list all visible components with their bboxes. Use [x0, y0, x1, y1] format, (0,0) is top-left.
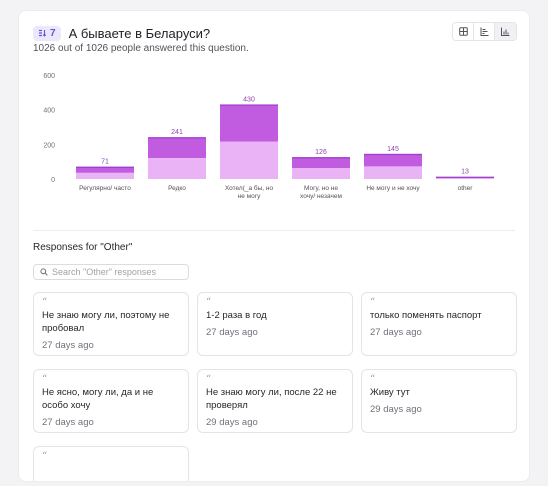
x-category-label: Хотел(_а бы, но не могу: [225, 184, 274, 200]
bar-value-label: 71: [101, 159, 109, 166]
bar-lower: [436, 177, 494, 179]
bar-top-edge: [220, 104, 278, 106]
view-toggle: [452, 22, 517, 41]
response-card: “ Не знаю могу ли, поэтому не пробовал 27 …: [33, 292, 189, 356]
bar-value-label: 13: [461, 169, 469, 176]
y-tick-label: 600: [43, 73, 55, 80]
response-card: “: [33, 446, 189, 481]
response-text: Не ясно, могу ли, да и не особо хочу: [42, 387, 154, 411]
response-date: 27 days ago: [370, 327, 422, 338]
response-date: 27 days ago: [206, 327, 258, 338]
quote-icon: “: [42, 374, 48, 385]
response-card: “ только поменять паспорт 27 days ago: [361, 292, 517, 356]
response-text: 1-2 раза в год: [206, 310, 267, 321]
x-category-label: Могу, но не хочу/ незачем: [300, 185, 342, 200]
response-date: 27 days ago: [42, 340, 94, 351]
list-sort-icon: [39, 29, 47, 37]
x-category-label: Не могу и не хочу: [366, 185, 420, 192]
table-icon: [458, 27, 468, 36]
y-tick-label: 200: [43, 142, 55, 149]
other-search-box: [33, 264, 189, 280]
horizontal-bars-icon: [480, 27, 488, 36]
search-icon: [40, 268, 48, 276]
bar-top-edge: [148, 137, 206, 139]
section-divider: [33, 230, 515, 231]
response-text: только поменять паспорт: [370, 310, 482, 321]
question-title: А бываете в Беларуси?: [68, 25, 211, 41]
response-text: Не знаю могу ли, поэтому не пробовал: [42, 310, 170, 334]
bar-lower: [364, 166, 422, 179]
other-responses-title: Responses for "Other": [33, 242, 133, 253]
bar-upper: [148, 137, 206, 159]
x-category-label: other: [458, 185, 474, 192]
bar-top-edge: [76, 166, 134, 168]
question-card: 7 А бываете в Беларуси?: [18, 10, 530, 482]
answered-count: 1026 out of 1026 people answered this qu…: [33, 43, 249, 54]
bar-upper: [76, 166, 134, 173]
response-card: “ Живу тут 29 days ago: [361, 369, 517, 433]
question-number-badge: 7: [33, 25, 61, 41]
x-category-label: Редко: [168, 185, 186, 192]
x-category-label: Регулярно/ часто: [79, 185, 131, 192]
question-number: 7: [50, 27, 56, 39]
bar-top-edge: [292, 157, 350, 159]
quote-icon: “: [206, 374, 212, 385]
view-table-button[interactable]: [453, 23, 474, 40]
y-tick-label: 0: [51, 177, 55, 184]
bar-top-edge: [436, 176, 494, 179]
quote-icon: “: [42, 451, 48, 462]
bar-value-label: 241: [171, 129, 183, 136]
quote-icon: “: [42, 297, 48, 308]
quote-icon: “: [370, 374, 376, 385]
bar-upper: [364, 153, 422, 167]
question-header: 7 А бываете в Беларуси?: [33, 22, 517, 44]
view-vertical-bars-button[interactable]: [495, 23, 516, 40]
bar-lower: [292, 168, 350, 179]
bar-value-label: 126: [315, 149, 327, 156]
vertical-bars-icon: [501, 27, 510, 36]
bar-lower: [76, 172, 134, 179]
response-date: 27 days ago: [42, 417, 94, 428]
response-card: “ Не знаю могу ли, после 22 не проверял 29…: [197, 369, 353, 433]
y-tick-label: 400: [43, 108, 55, 115]
response-text: Не знаю могу ли, после 22 не проверял: [206, 387, 337, 411]
response-date: 29 days ago: [370, 404, 422, 415]
bar-chart: 0 200 400 600 71 Регулярно/ часто 241 Редко 430 Х…: [43, 73, 494, 200]
response-card: “ Не ясно, могу ли, да и не особо хочу 27 …: [33, 369, 189, 433]
bar-top-edge: [364, 153, 422, 156]
view-horizontal-bars-button[interactable]: [474, 23, 495, 40]
bar-lower: [148, 158, 206, 179]
bar-value-label: 430: [243, 96, 255, 103]
quote-icon: “: [206, 297, 212, 308]
bar-value-label: 145: [387, 146, 399, 153]
bar-upper: [292, 157, 350, 169]
bar-lower: [220, 141, 278, 179]
other-search-input[interactable]: [52, 267, 182, 277]
response-text: Живу тут: [370, 387, 410, 398]
response-date: 29 days ago: [206, 417, 258, 428]
response-card: “ 1-2 раза в год 27 days ago: [197, 292, 353, 356]
bar-upper: [220, 104, 278, 142]
quote-icon: “: [370, 297, 376, 308]
